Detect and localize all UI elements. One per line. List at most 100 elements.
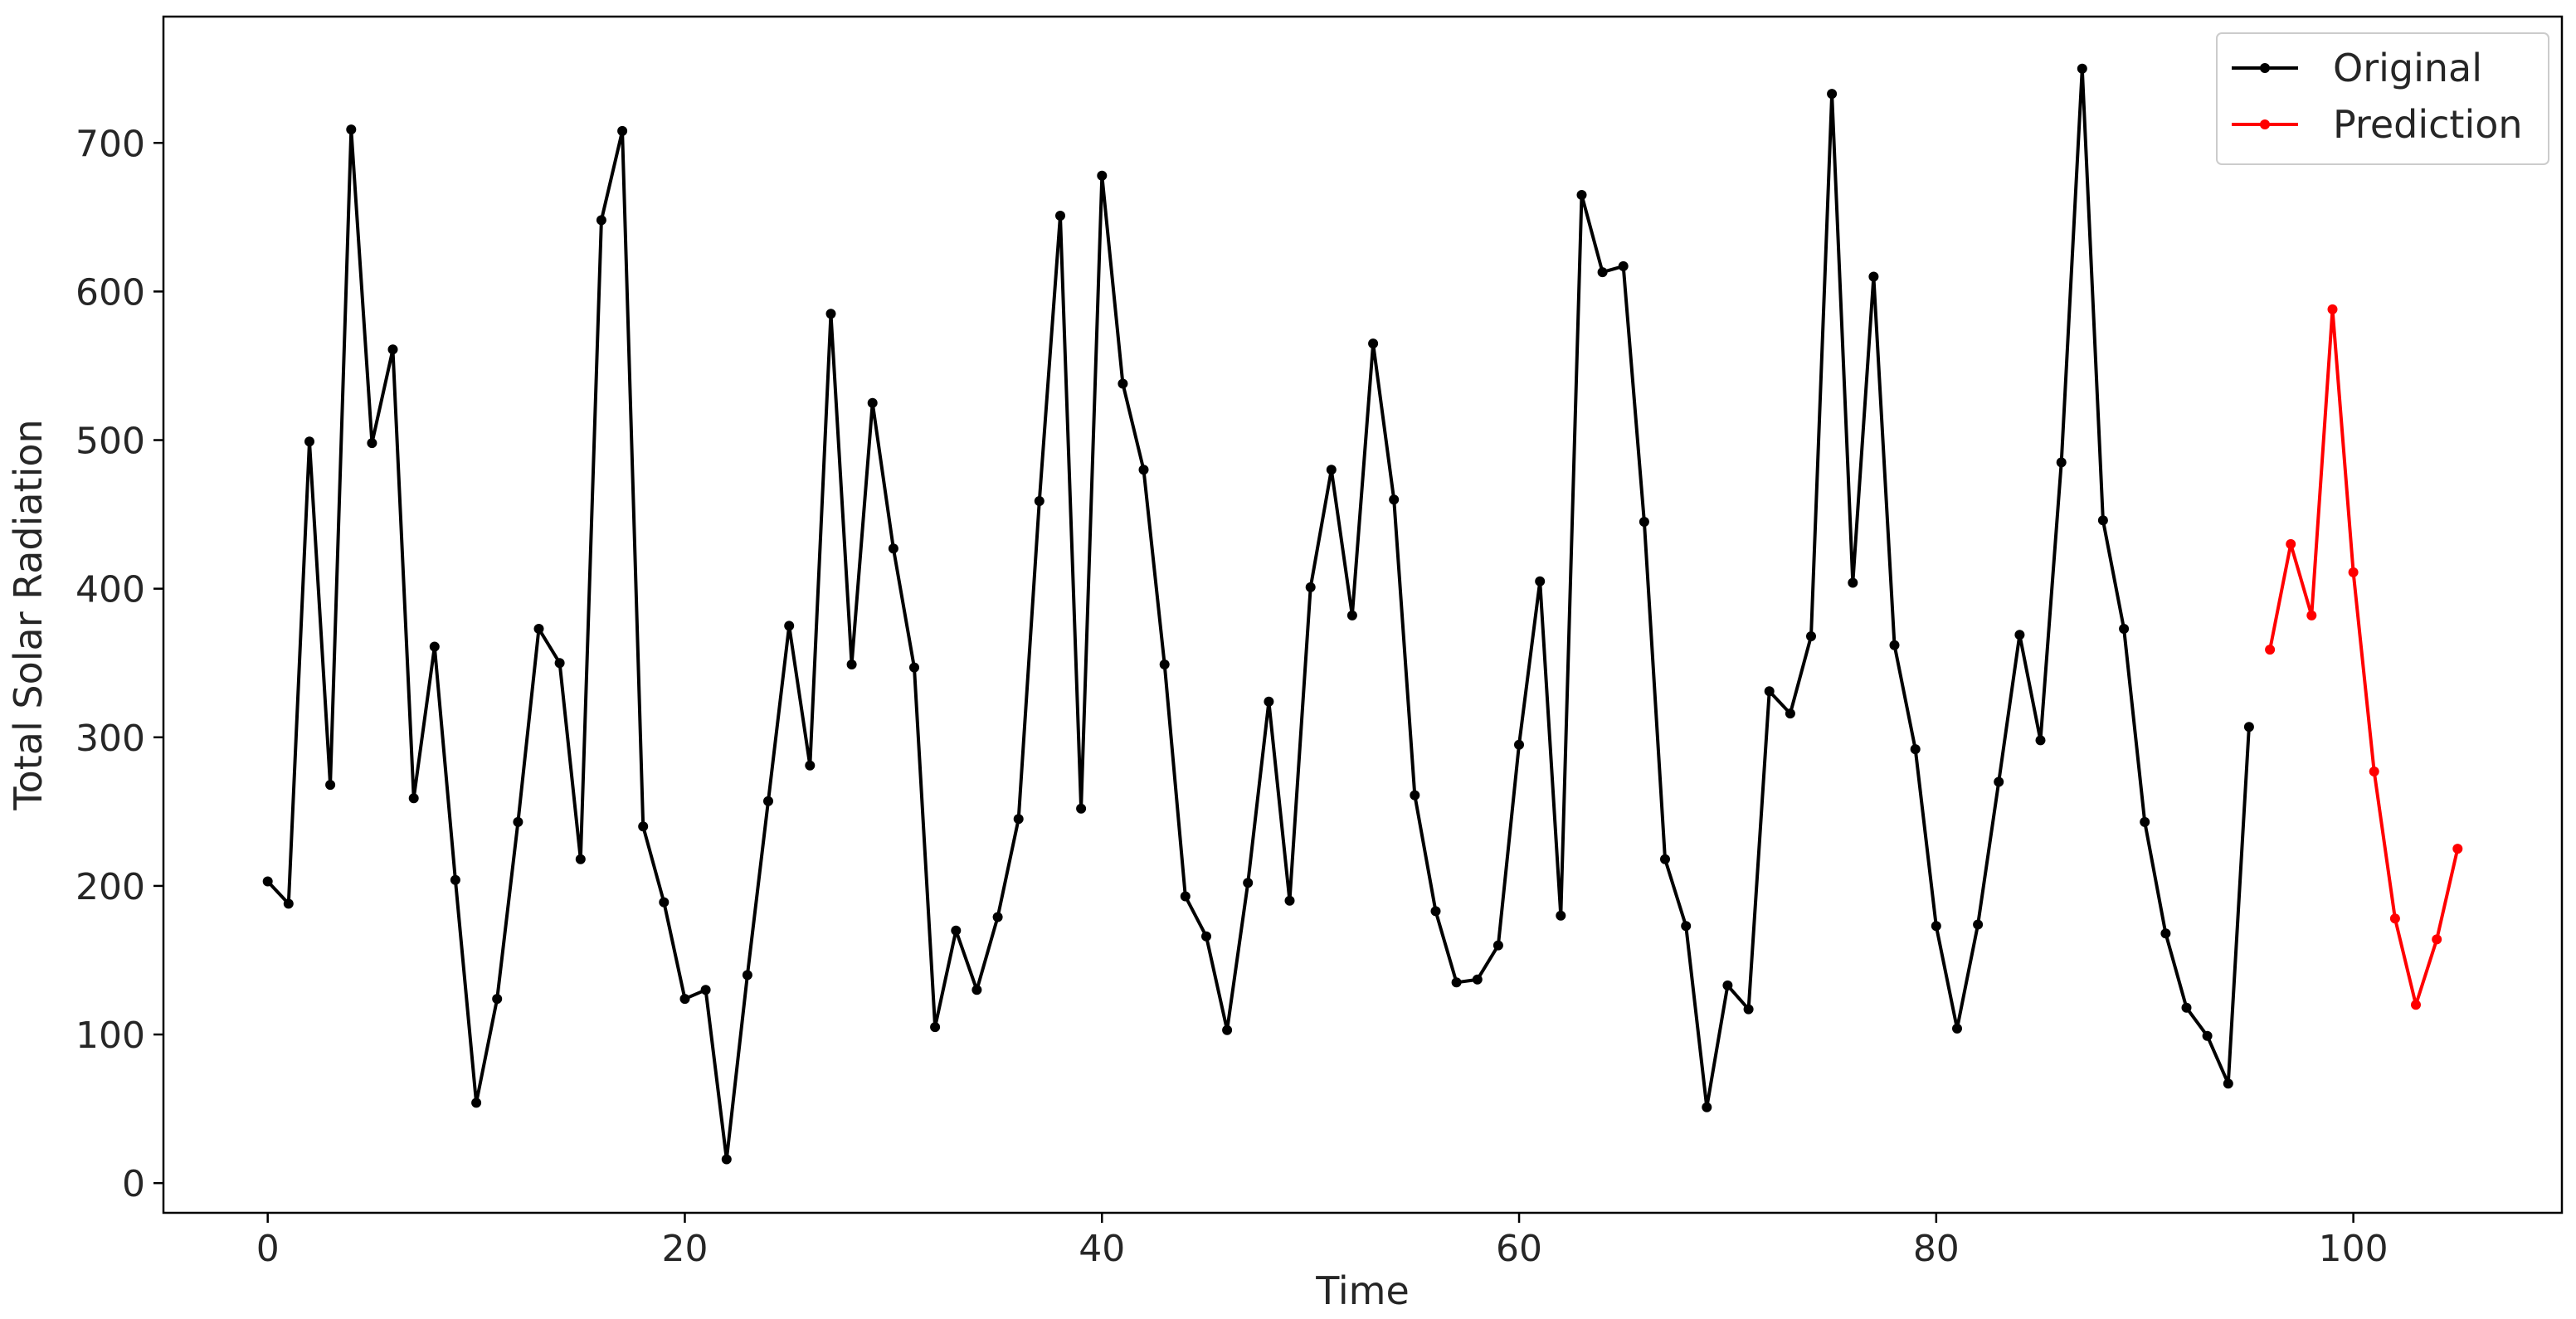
x-axis-label: Time <box>1315 1268 1410 1313</box>
legend-marker-prediction <box>2260 119 2270 129</box>
data-point-original <box>1743 1004 1754 1015</box>
data-point-original <box>909 662 919 673</box>
x-tick-label: 60 <box>1496 1228 1542 1270</box>
y-axis: 0 100 200 300 400 500 600 700 <box>75 123 163 1205</box>
data-point-original <box>700 985 711 995</box>
data-point-original <box>2119 624 2130 634</box>
data-point-original <box>596 215 606 226</box>
data-point-original <box>1368 338 1379 349</box>
data-point-original <box>1702 1102 1712 1112</box>
data-point-original <box>450 874 460 885</box>
data-point-original <box>1806 631 1816 641</box>
data-point-original <box>1931 921 1941 932</box>
data-point-original <box>1346 610 1357 621</box>
data-point-original <box>846 660 857 669</box>
data-point-original <box>1389 494 1400 505</box>
y-tick-label: 0 <box>122 1163 145 1205</box>
data-point-original <box>2160 928 2171 939</box>
data-point-prediction <box>2327 304 2338 314</box>
data-point-original <box>2243 722 2254 733</box>
data-point-prediction <box>2286 538 2296 549</box>
data-point-original <box>1222 1025 1233 1035</box>
data-point-original <box>304 436 314 447</box>
data-point-original <box>951 925 962 936</box>
plot-frame <box>162 15 2564 1214</box>
data-point-original <box>575 854 586 864</box>
data-point-original <box>679 994 690 1005</box>
data-point-original <box>617 125 628 136</box>
y-tick-label: 400 <box>75 569 145 611</box>
data-point-original <box>1138 465 1149 475</box>
data-point-original <box>1660 854 1670 864</box>
data-point-original <box>1952 1023 1962 1034</box>
data-point-original <box>825 309 836 319</box>
data-point-original <box>1994 776 2004 787</box>
data-point-original <box>325 780 336 791</box>
data-point-original <box>1013 814 1024 825</box>
data-point-original <box>1973 919 1984 930</box>
data-point-original <box>971 985 982 995</box>
data-point-original <box>1535 576 1546 586</box>
data-point-prediction <box>2452 844 2463 854</box>
data-point-original <box>1243 878 1254 888</box>
legend-label-original: Original <box>2333 46 2482 90</box>
data-point-original <box>1639 517 1649 527</box>
legend-label-prediction: Prediction <box>2333 102 2523 147</box>
data-point-original <box>992 912 1003 922</box>
data-point-original <box>1868 271 1879 282</box>
data-point-original <box>1785 708 1795 719</box>
series-original <box>262 63 2254 1165</box>
data-point-original <box>387 344 398 355</box>
y-tick-label: 700 <box>75 123 145 165</box>
data-point-prediction <box>2348 567 2359 577</box>
data-point-original <box>554 658 565 669</box>
data-point-original <box>346 124 357 135</box>
data-point-original <box>638 821 649 832</box>
y-tick-label: 500 <box>75 421 145 463</box>
data-point-original <box>2181 1002 2192 1013</box>
data-point-original <box>1889 640 1900 650</box>
data-point-original <box>283 898 294 909</box>
data-point-original <box>1284 895 1295 906</box>
data-point-original <box>1451 977 1462 988</box>
data-point-original <box>1764 686 1775 697</box>
x-tick-label: 20 <box>661 1228 708 1270</box>
data-point-original <box>429 641 440 652</box>
data-point-original <box>1118 378 1128 389</box>
data-point-original <box>1472 974 1483 985</box>
x-tick-label: 0 <box>256 1228 280 1270</box>
data-point-original <box>1722 980 1733 990</box>
legend: Original Prediction <box>2216 32 2549 165</box>
series-line-original <box>266 66 2251 1161</box>
data-point-prediction <box>2306 610 2317 621</box>
data-point-original <box>471 1098 482 1108</box>
data-point-original <box>408 793 419 804</box>
data-point-original <box>659 897 670 908</box>
data-point-original <box>1514 739 1524 750</box>
data-point-original <box>1410 790 1420 801</box>
data-point-original <box>1326 465 1337 475</box>
data-point-original <box>763 796 773 806</box>
legend-marker-original <box>2260 63 2270 73</box>
data-point-original <box>1180 891 1191 902</box>
data-point-original <box>2035 735 2046 746</box>
series-line-prediction <box>2268 307 2460 1007</box>
data-point-prediction <box>2411 1000 2421 1010</box>
data-point-original <box>1910 744 1921 755</box>
y-tick-label: 200 <box>75 866 145 908</box>
data-point-original <box>1430 906 1441 917</box>
data-point-prediction <box>2432 934 2442 945</box>
data-point-original <box>1264 696 1274 707</box>
data-point-original <box>805 760 816 771</box>
data-point-original <box>533 624 544 634</box>
x-axis: 0 20 40 60 80 100 <box>256 1213 2389 1270</box>
data-point-original <box>492 994 503 1005</box>
data-point-prediction <box>2265 645 2276 655</box>
data-point-original <box>1493 940 1503 951</box>
data-point-original <box>1097 170 1108 181</box>
y-tick-label: 600 <box>75 271 145 314</box>
data-point-original <box>1076 803 1087 814</box>
legend-item-prediction: Prediction <box>2232 102 2523 147</box>
